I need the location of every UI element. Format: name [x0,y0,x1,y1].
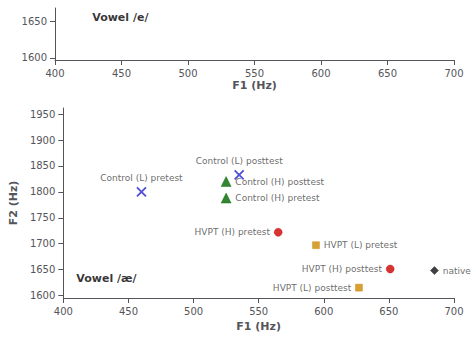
svg-text:400: 400 [54,306,73,317]
svg-text:1600: 1600 [30,290,55,301]
svg-text:450: 450 [112,68,131,79]
svg-text:Control (L) posttest: Control (L) posttest [196,156,283,166]
svg-text:1900: 1900 [30,135,55,146]
svg-text:Vowel /æ/: Vowel /æ/ [76,272,137,285]
svg-text:500: 500 [178,68,197,79]
svg-text:1850: 1850 [30,160,55,171]
svg-text:600: 600 [311,68,330,79]
svg-text:1650: 1650 [30,264,55,275]
svg-text:HVPT (H) pretest: HVPT (H) pretest [195,227,271,237]
svg-text:Control (L) pretest: Control (L) pretest [100,173,183,183]
svg-text:1800: 1800 [30,186,55,197]
svg-text:1750: 1750 [30,212,55,223]
svg-text:400: 400 [45,68,64,79]
svg-text:Control (H) posttest: Control (H) posttest [235,177,324,187]
svg-text:F2 (Hz): F2 (Hz) [7,181,20,226]
svg-text:F1 (Hz): F1 (Hz) [236,320,281,333]
svg-text:1700: 1700 [30,238,55,249]
svg-text:1600: 1600 [22,52,47,63]
svg-text:Vowel /e/: Vowel /e/ [92,11,149,24]
svg-text:HVPT (L) pretest: HVPT (L) pretest [324,240,398,250]
svg-text:650: 650 [378,68,397,79]
svg-text:700: 700 [444,68,463,79]
svg-text:700: 700 [444,306,463,317]
svg-text:HVPT (L) posttest: HVPT (L) posttest [273,283,352,293]
svg-text:600: 600 [314,306,333,317]
svg-text:500: 500 [184,306,203,317]
svg-text:550: 550 [249,306,268,317]
svg-text:550: 550 [245,68,264,79]
svg-text:HVPT (H) posttest: HVPT (H) posttest [302,264,383,274]
svg-text:native: native [443,266,472,276]
svg-text:450: 450 [119,306,138,317]
svg-text:650: 650 [379,306,398,317]
svg-text:1950: 1950 [30,109,55,120]
svg-text:1650: 1650 [22,16,47,27]
svg-text:Control (H) pretest: Control (H) pretest [235,193,320,203]
svg-text:F1 (Hz): F1 (Hz) [232,79,277,92]
